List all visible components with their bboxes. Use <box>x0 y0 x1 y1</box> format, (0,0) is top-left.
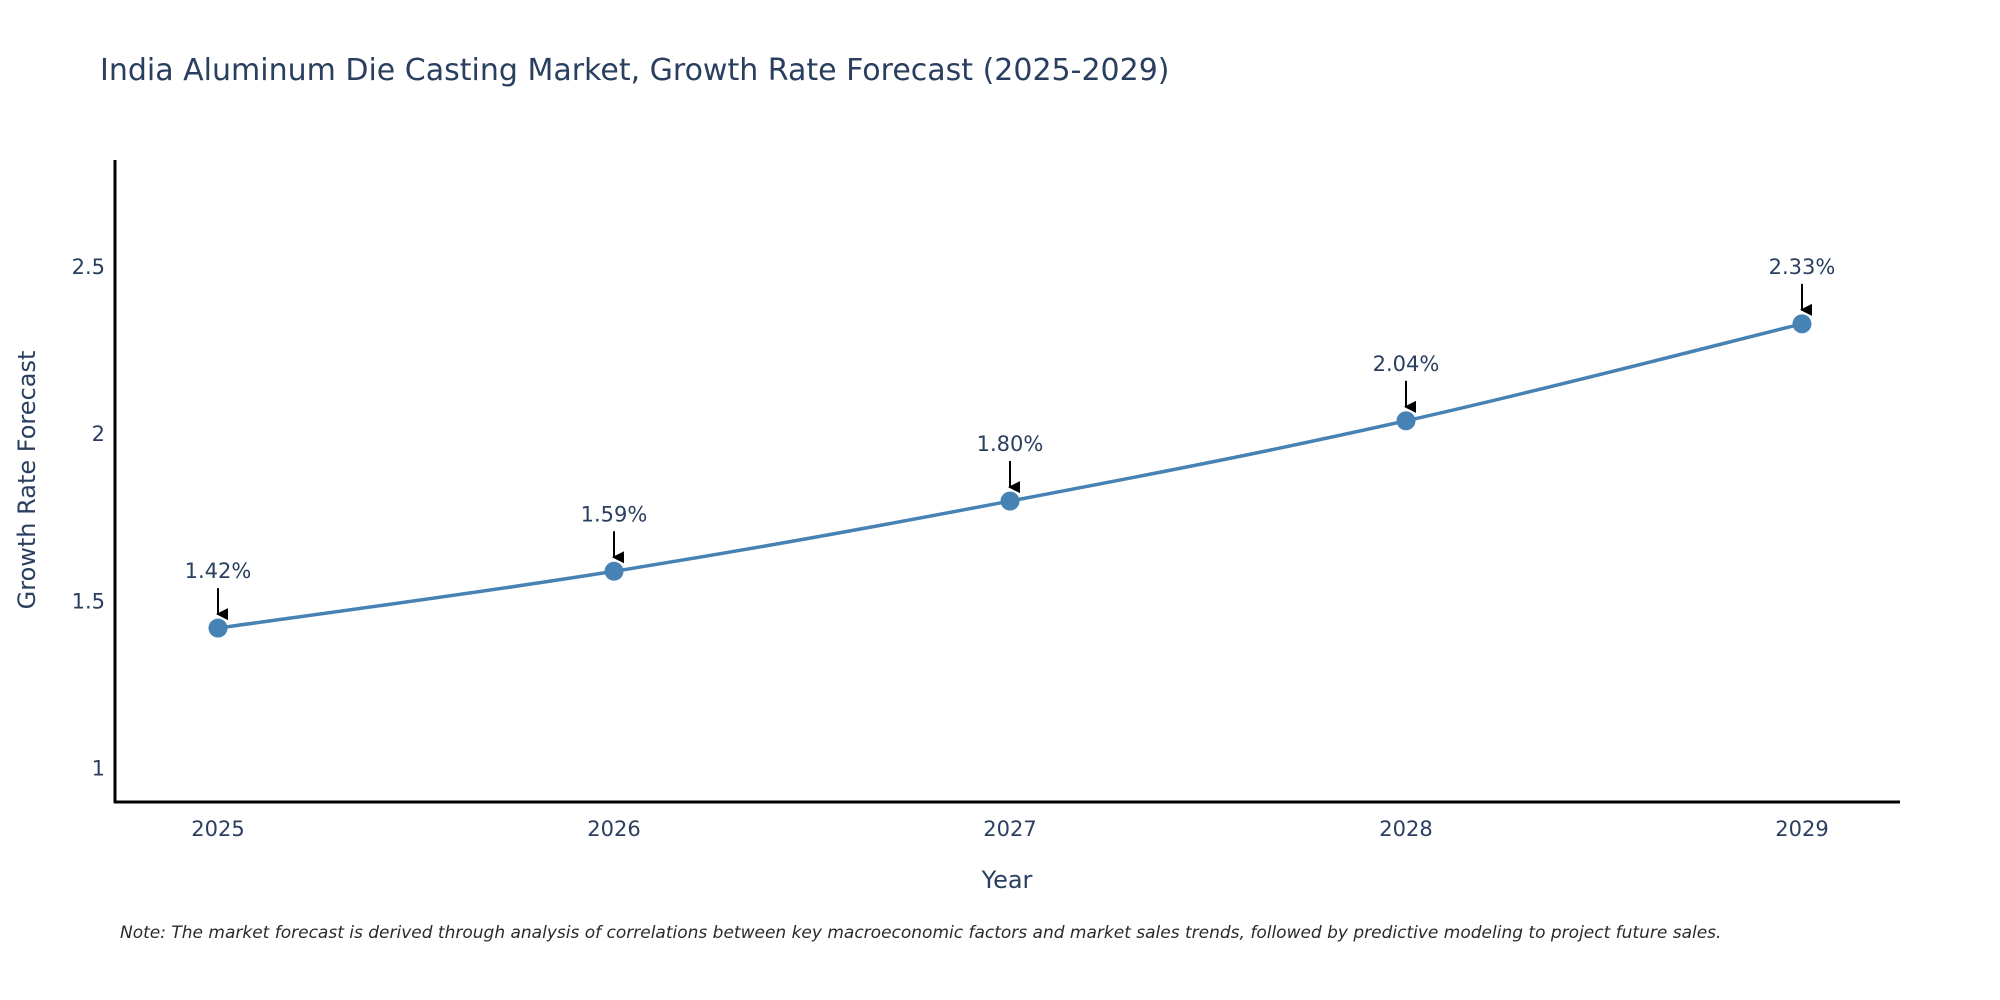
data-point-2027 <box>1000 491 1020 511</box>
x-tick-label: 2028 <box>1379 817 1432 841</box>
y-axis-title: Growth Rate Forecast <box>13 351 41 610</box>
chart-title: India Aluminum Die Casting Market, Growt… <box>100 53 1170 88</box>
y-tick-labels: 1 1.5 2 2.5 <box>72 255 105 781</box>
y-tick-label: 1.5 <box>72 589 105 613</box>
y-tick-label: 1 <box>92 757 105 781</box>
x-tick-labels: 2025 2026 2027 2028 2029 <box>191 817 1828 841</box>
data-label: 2.04% <box>1373 352 1440 376</box>
data-point-2029 <box>1792 314 1812 334</box>
footnote: Note: The market forecast is derived thr… <box>120 923 1721 943</box>
data-annotations: 1.42% 1.59% 1.80% 2.04% 2.33% <box>185 255 1836 621</box>
x-tick-label: 2026 <box>587 817 640 841</box>
data-point-2028 <box>1396 411 1416 431</box>
data-point-2026 <box>604 561 624 581</box>
data-label: 1.59% <box>581 502 648 526</box>
data-label: 2.33% <box>1769 255 1836 279</box>
y-tick-label: 2 <box>92 422 105 446</box>
data-point-2025 <box>208 618 228 638</box>
x-axis-title: Year <box>981 866 1033 894</box>
x-tick-label: 2027 <box>983 817 1036 841</box>
x-tick-label: 2029 <box>1775 817 1828 841</box>
data-label: 1.42% <box>185 559 252 583</box>
x-tick-label: 2025 <box>191 817 244 841</box>
y-tick-label: 2.5 <box>72 255 105 279</box>
data-markers <box>208 314 1812 638</box>
data-label: 1.80% <box>977 432 1044 456</box>
